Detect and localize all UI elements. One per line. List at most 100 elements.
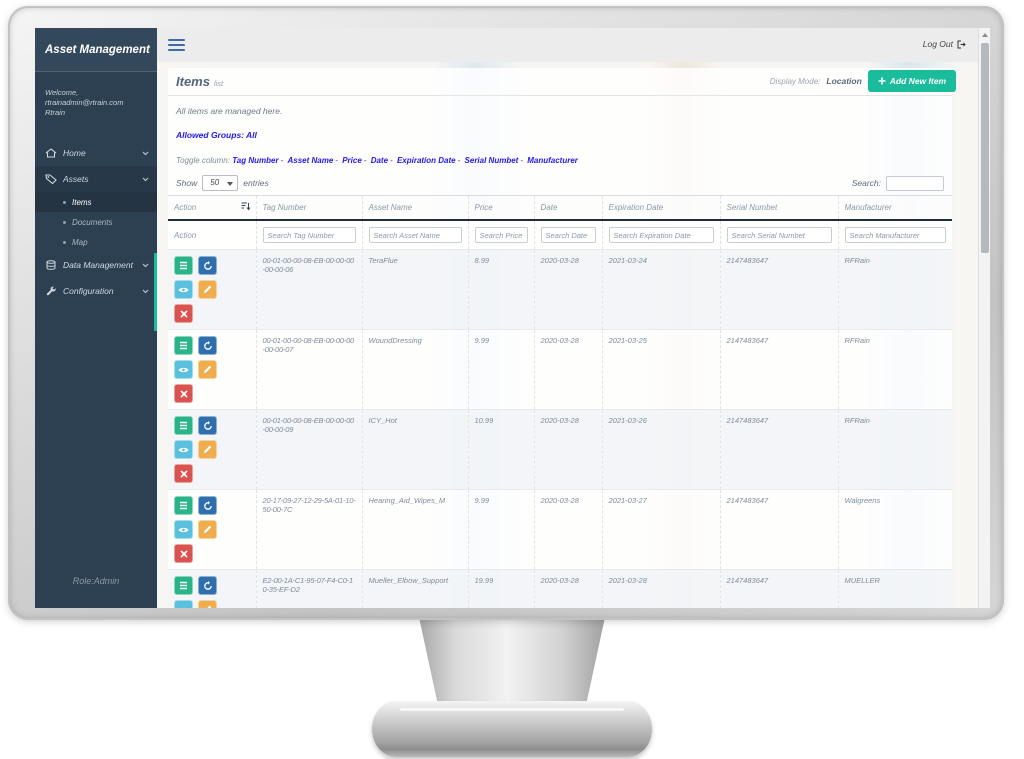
separator: -: [363, 156, 367, 165]
cell-manufacturer: RFRain: [837, 409, 952, 490]
app-window: Asset Management Welcome, rtrainadmin@rt…: [35, 28, 990, 608]
scan-button[interactable]: [174, 336, 193, 355]
view-button[interactable]: [174, 440, 193, 459]
view-button[interactable]: [174, 280, 193, 299]
search-date-input[interactable]: [540, 227, 596, 243]
toggle-link-manufacturer[interactable]: Manufacturer: [527, 156, 578, 165]
sidebar-item-home[interactable]: Home: [35, 140, 157, 166]
delete-button[interactable]: [174, 464, 193, 483]
column-header-action[interactable]: Action: [168, 195, 256, 221]
page-description: All items are managed here.: [176, 106, 283, 116]
active-section-accent-bar: [154, 253, 157, 331]
cell-tag-number: 00-01-00-00-08-EB-00-00-00-00-00-07: [255, 329, 362, 410]
chevron-down-icon: [142, 177, 149, 181]
sidebar-item-label: Documents: [72, 217, 113, 227]
view-button[interactable]: [174, 520, 193, 539]
view-button[interactable]: [174, 600, 193, 608]
column-header-tag-number[interactable]: Tag Number: [255, 195, 362, 221]
search-manufacturer-input[interactable]: [844, 227, 946, 243]
sort-icon[interactable]: [241, 202, 251, 211]
delete-button[interactable]: [174, 544, 193, 563]
column-header-label: Manufacturer: [844, 203, 892, 212]
add-new-item-button[interactable]: Add New Item: [867, 70, 956, 92]
toggle-link-asset-name[interactable]: Asset Name: [287, 156, 334, 165]
refresh-button[interactable]: [198, 256, 217, 275]
row-actions: [174, 336, 221, 403]
search-price-input[interactable]: [474, 227, 528, 243]
edit-button[interactable]: [198, 280, 217, 299]
sidebar-item-configuration[interactable]: Configuration: [35, 278, 157, 304]
sidebar-item-data-management[interactable]: Data Management: [35, 252, 157, 278]
scan-button[interactable]: [174, 256, 193, 275]
entries-label: entries: [243, 178, 269, 188]
delete-button[interactable]: [174, 304, 193, 323]
wrench-icon: [46, 286, 56, 296]
table-row: 20-17-09-27-12-29-5A-01-10-50-00-7C Hear…: [168, 489, 952, 570]
column-header-price[interactable]: Price: [467, 195, 534, 221]
allowed-groups-link[interactable]: Allowed Groups: All: [176, 130, 257, 140]
column-header-expiration-date[interactable]: Expiration Date: [601, 195, 720, 221]
scrollbar-thumb[interactable]: [980, 43, 989, 253]
entries-select[interactable]: 50: [202, 175, 239, 191]
tag-icon: [45, 174, 57, 184]
main-content: Items list Display Mode: Location Add New…: [157, 62, 990, 608]
edit-button[interactable]: [198, 360, 217, 379]
column-header-label: Tag Number: [262, 203, 307, 212]
eye-icon: [180, 607, 187, 608]
sidebar-item-label: Data Management: [63, 260, 133, 270]
refresh-button[interactable]: [198, 336, 217, 355]
separator: -: [335, 156, 338, 165]
toggle-link-serial-number[interactable]: Serial Numbet: [464, 156, 519, 165]
scroll-up-arrow-icon[interactable]: [979, 28, 990, 41]
items-table: Action Tag Number Asset Name Price Date …: [168, 195, 952, 608]
scan-button[interactable]: [174, 576, 193, 595]
refresh-button[interactable]: [198, 576, 217, 595]
scan-button[interactable]: [174, 496, 193, 515]
toggle-link-price[interactable]: Price: [342, 156, 362, 165]
hamburger-menu-icon[interactable]: [168, 39, 185, 51]
edit-button[interactable]: [198, 440, 217, 459]
column-header-asset-name[interactable]: Asset Name: [361, 195, 468, 221]
list-lines-icon: [180, 261, 187, 270]
search-expiration-date-input[interactable]: [608, 227, 714, 243]
cell-serial-number: 2147483647: [719, 569, 838, 608]
column-search-row: Action: [168, 220, 952, 250]
refresh-button[interactable]: [198, 416, 217, 435]
sidebar-item-map[interactable]: Map: [35, 232, 157, 252]
x-icon: [179, 549, 188, 558]
view-button[interactable]: [174, 360, 193, 379]
search-asset-name-input[interactable]: [368, 227, 462, 243]
column-header-serial-number[interactable]: Serial Numbet: [719, 195, 838, 221]
cell-date: 2020-03-28: [533, 489, 602, 570]
column-header-date[interactable]: Date: [533, 195, 602, 221]
toggle-link-expiration-date[interactable]: Expiration Date: [396, 156, 456, 165]
sidebar-item-items[interactable]: Items: [35, 192, 157, 212]
page-title-text: Items: [176, 74, 210, 89]
toggle-link-tag-number[interactable]: Tag Number: [232, 156, 279, 165]
display-mode-value[interactable]: Location: [826, 76, 862, 86]
cell-price: 19.99: [467, 569, 534, 608]
eye-icon: [178, 447, 189, 452]
edit-button[interactable]: [198, 600, 217, 608]
search-serial-number-input[interactable]: [726, 227, 832, 243]
eye-icon: [178, 527, 189, 532]
sidebar-item-assets[interactable]: Assets: [35, 166, 157, 192]
vertical-scrollbar[interactable]: [978, 28, 990, 608]
cell-asset-name: TeraFlue: [361, 249, 468, 330]
monitor-stand-neck: [418, 615, 606, 710]
edit-button[interactable]: [198, 520, 217, 539]
search-tag-number-input[interactable]: [262, 227, 356, 243]
delete-button[interactable]: [174, 384, 193, 403]
refresh-button[interactable]: [198, 496, 217, 515]
toggle-link-date[interactable]: Date: [370, 156, 389, 165]
pencil-icon: [207, 605, 212, 608]
search-input[interactable]: [886, 175, 944, 191]
toggle-column-label: Toggle column:: [176, 156, 230, 165]
sidebar-item-label: Assets: [63, 174, 89, 184]
column-header-manufacturer[interactable]: Manufacturer: [837, 195, 952, 221]
list-lines-icon: [180, 341, 187, 350]
scan-button[interactable]: [174, 416, 193, 435]
sidebar-item-documents[interactable]: Documents: [35, 212, 157, 232]
logout-button[interactable]: Log Out: [923, 39, 966, 49]
